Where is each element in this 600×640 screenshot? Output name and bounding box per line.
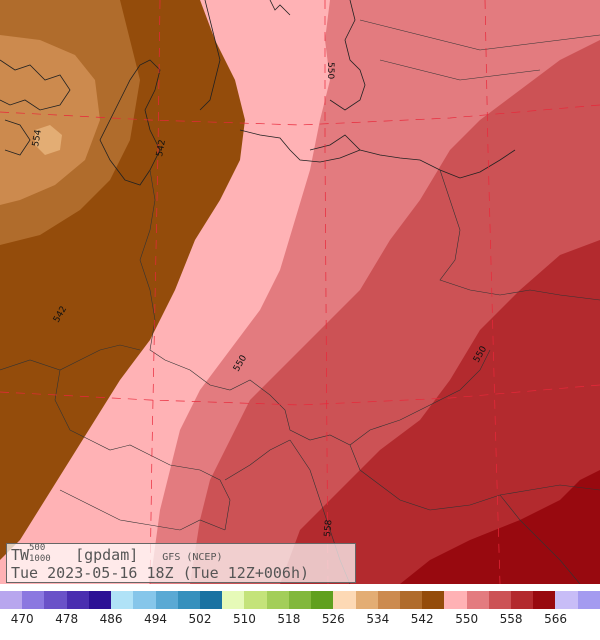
color-scale-tick-label: 526 (321, 612, 345, 626)
color-scale-tick-label: 502 (188, 612, 212, 626)
color-scale-swatch (422, 591, 445, 609)
band-562 (400, 470, 600, 584)
graticule (0, 0, 600, 584)
contour-label: 542 (155, 139, 168, 158)
color-scale-swatch (466, 591, 489, 609)
color-scale-tick-label: 518 (277, 612, 301, 626)
contour-label: 550 (325, 62, 335, 79)
band-558 (280, 240, 600, 584)
field-title: TW 500 1000 [gpdam] GFS (NCEP) (11, 543, 223, 564)
color-scale-swatch (155, 591, 178, 609)
color-scale-swatch (355, 591, 378, 609)
color-scale-tick-label: 550 (455, 612, 479, 626)
color-scale-swatch (444, 591, 467, 609)
color-scale-tick-label: 478 (55, 612, 79, 626)
color-scale-tick-label: 494 (144, 612, 167, 626)
color-scale-tick-label: 534 (366, 612, 390, 626)
contour-label: 554 (31, 129, 44, 148)
map-canvas: 550 542 550 542 554 550 558 (0, 0, 600, 584)
color-scale-tick-label: 558 (499, 612, 523, 626)
color-scale (0, 591, 600, 609)
color-scale-tick-label: 566 (544, 612, 567, 626)
color-scale-swatch (377, 591, 400, 609)
field-symbol: TW (11, 546, 30, 564)
color-scale-swatch (66, 591, 89, 609)
valid-time: Tue 2023-05-16 18Z (Tue 12Z+006h) (11, 564, 310, 582)
color-scale-swatch (177, 591, 200, 609)
unit-label: [gpdam] (75, 546, 139, 564)
color-scale-swatch (266, 591, 289, 609)
color-scale-swatch (222, 591, 245, 609)
color-scale-swatch (133, 591, 156, 609)
band-534 (0, 35, 100, 205)
color-scale-swatch (333, 591, 356, 609)
color-scale-swatch (399, 591, 423, 609)
color-scale-swatch (0, 591, 23, 609)
color-scale-swatch (577, 591, 600, 609)
color-scale-swatch (555, 591, 578, 609)
color-scale-tick-label: 470 (10, 612, 34, 626)
color-scale-swatch (44, 591, 67, 609)
color-scale-swatch (111, 591, 134, 609)
color-scale-swatch (244, 591, 267, 609)
level-top: 500 (29, 543, 46, 553)
color-scale-swatch (88, 591, 112, 609)
contour-label: 558 (323, 519, 334, 537)
map: 550 542 550 542 554 550 558 (0, 0, 600, 584)
band-530 (35, 125, 62, 155)
level-bottom: 1000 (29, 554, 51, 564)
country-borders (0, 19, 600, 584)
color-scale-swatch (199, 591, 223, 609)
info-box: TW 500 1000 [gpdam] GFS (NCEP) Tue 2023-05-1… (6, 543, 356, 583)
color-scale-swatch (22, 591, 45, 609)
color-scale-swatch (533, 591, 556, 609)
color-scale-tick-label: 510 (232, 612, 256, 626)
color-scale-swatch (311, 591, 334, 609)
color-scale-swatch (488, 591, 512, 609)
color-scale-ticks: 470 478 486 494 502 510 518 526 534 542 550 558 566 (0, 612, 600, 632)
color-scale-tick-label: 486 (99, 612, 123, 626)
model-label: GFS (NCEP) (162, 552, 223, 563)
color-scale-swatch (511, 591, 534, 609)
color-scale-swatch (288, 591, 312, 609)
color-scale-tick-label: 542 (410, 612, 434, 626)
